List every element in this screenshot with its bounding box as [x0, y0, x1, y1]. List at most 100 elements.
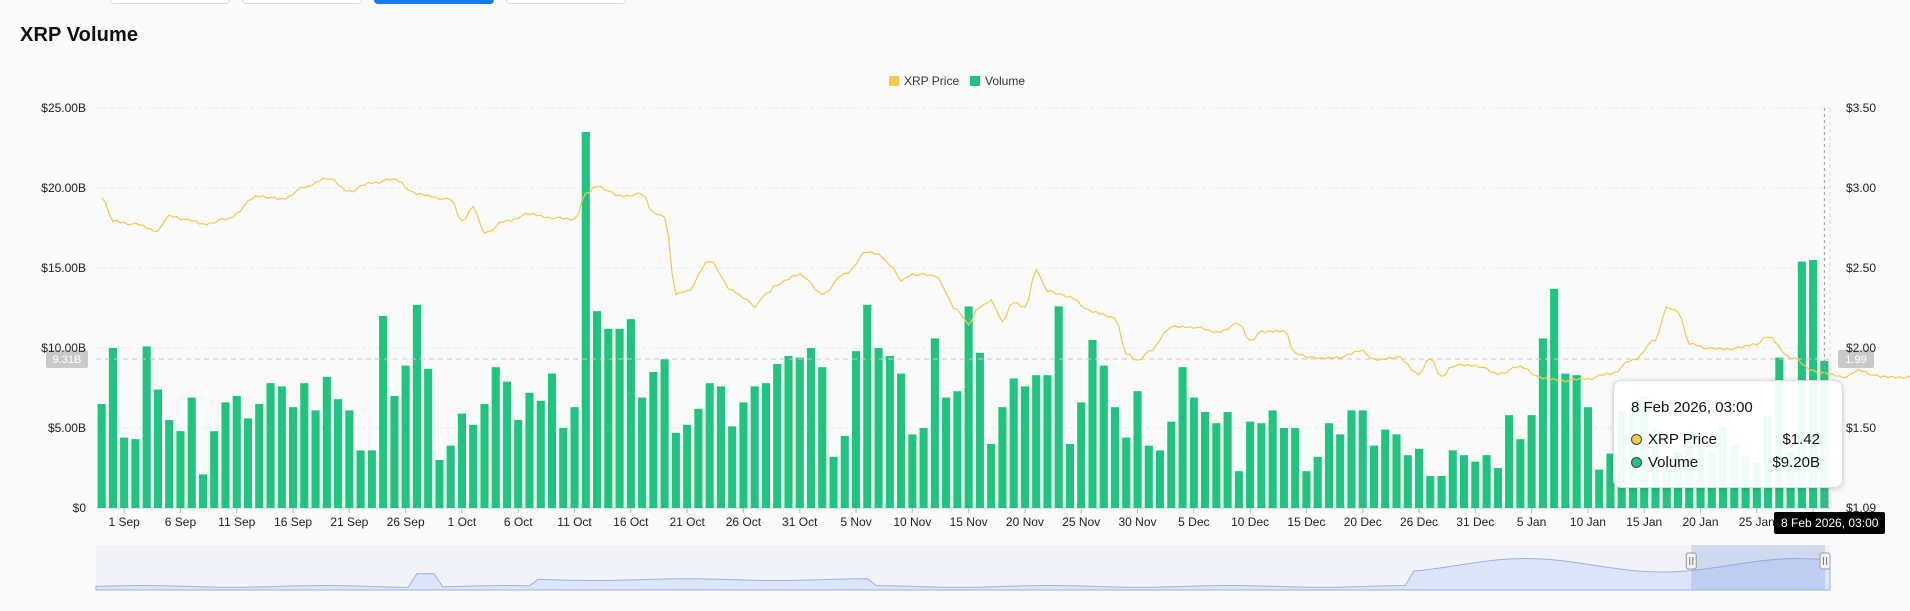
volume-bar: [480, 404, 489, 508]
y-right-tick-label: $1.09: [1846, 501, 1876, 515]
volume-bar: [547, 373, 557, 508]
volume-bar: [1583, 407, 1592, 508]
volume-bar: [739, 402, 748, 508]
volume-bar: [97, 404, 106, 508]
volume-bar: [401, 365, 410, 508]
volume-bar: [120, 437, 129, 508]
volume-bar: [559, 428, 568, 508]
volume-bar: [1516, 439, 1525, 508]
price-line: [101, 177, 1910, 383]
volume-bar: [131, 439, 140, 508]
volume-bar: [874, 348, 883, 508]
volume-bar: [638, 397, 647, 508]
volume-bar: [502, 381, 512, 508]
volume-bar: [1460, 455, 1469, 508]
volume-bar: [840, 436, 849, 508]
volume-bar: [581, 132, 590, 508]
legend-swatch-price: [889, 76, 899, 86]
volume-bar: [1358, 410, 1367, 508]
volume-bar: [1088, 340, 1097, 508]
volume-bar: [671, 432, 680, 508]
volume-bar: [1122, 437, 1131, 508]
volume-bar: [1054, 306, 1063, 508]
y-left-tick-label: $0: [73, 501, 87, 515]
crosshair-x-label: 8 Feb 2026, 03:00: [1774, 512, 1886, 534]
volume-bar: [1144, 445, 1153, 508]
y-right-tick-label: $1.50: [1846, 421, 1876, 435]
volume-bar: [1482, 455, 1491, 508]
navigator-handle-right[interactable]: [1819, 552, 1831, 570]
x-tick-label: 1 Oct: [448, 515, 477, 529]
volume-bar: [705, 383, 714, 508]
navigator-handle-left[interactable]: [1685, 552, 1697, 570]
volume-bar: [1201, 412, 1210, 508]
volume-bar: [322, 376, 331, 508]
volume-bar: [198, 474, 208, 508]
volume-bar: [1133, 391, 1142, 508]
y-right-tick-label: $2.50: [1846, 261, 1876, 275]
chart-tabs: [110, 0, 626, 4]
y-left-tick-label: $20.00B: [41, 181, 86, 195]
x-tick-label: 11 Oct: [557, 515, 592, 529]
volume-bar: [1369, 445, 1379, 508]
volume-bar: [975, 352, 984, 508]
volume-bar: [108, 348, 117, 508]
volume-bar: [1347, 410, 1356, 508]
ref-label-right: 1.99: [1845, 354, 1866, 366]
volume-bar: [1032, 375, 1041, 508]
volume-bar: [1324, 423, 1333, 508]
volume-bar: [288, 407, 298, 508]
volume-bar: [1313, 456, 1322, 508]
y-left-tick-label: $5.00B: [48, 421, 86, 435]
volume-bar: [930, 338, 939, 508]
volume-bar: [761, 383, 771, 508]
volume-bar: [1414, 448, 1424, 508]
volume-bar: [1077, 402, 1086, 508]
volume-bar: [187, 397, 196, 508]
volume-bar: [829, 456, 838, 508]
x-tick-label: 21 Oct: [669, 515, 705, 529]
volume-bar: [536, 400, 545, 508]
volume-bar: [919, 428, 928, 508]
volume-bar: [818, 367, 827, 508]
volume-bar: [1471, 461, 1480, 508]
navigator-series: [95, 557, 1831, 591]
volume-bar: [683, 424, 692, 508]
x-tick-label: 5 Nov: [840, 515, 871, 529]
volume-bar: [491, 367, 500, 508]
volume-bar: [1167, 421, 1176, 508]
volume-bar: [1020, 386, 1029, 508]
volume-bar: [435, 460, 444, 508]
volume-bar: [345, 410, 354, 508]
volume-bar: [1099, 365, 1108, 508]
volume-bar: [176, 431, 185, 508]
volume-bar: [604, 328, 613, 508]
x-tick-label: 15 Dec: [1287, 515, 1325, 529]
volume-bar: [1291, 428, 1300, 508]
volume-bar: [1223, 412, 1232, 508]
x-tick-label: 5 Dec: [1178, 515, 1209, 529]
y-axis-left: $0 $5.00B $10.00B $15.00B $20.00B $25.00B: [41, 101, 86, 515]
volume-bar: [615, 328, 624, 508]
volume-bar: [277, 386, 286, 508]
x-tick-label: 10 Jan: [1570, 515, 1606, 529]
y-right-tick-label: $3.00: [1846, 181, 1876, 195]
tooltip-volume-label: Volume: [1648, 454, 1699, 471]
tooltip-volume-value: $9.20B: [1772, 454, 1820, 471]
y-right-tick-label: $3.50: [1846, 101, 1876, 115]
volume-bar: [773, 364, 782, 508]
ref-label-left: 9.31B: [53, 354, 82, 366]
x-tick-label: 10 Dec: [1231, 515, 1269, 529]
volume-bar: [300, 383, 309, 508]
volume-bar: [525, 392, 534, 508]
volume-bar: [334, 399, 343, 508]
volume-bar: [593, 311, 602, 508]
volume-bar: [1246, 421, 1255, 508]
ref-badge-right: [1838, 350, 1874, 369]
x-tick-label: 31 Dec: [1456, 515, 1494, 529]
x-tick-label: 10 Nov: [893, 515, 931, 529]
x-tick-label: 1 Sep: [108, 515, 140, 529]
volume-bar: [1336, 434, 1345, 508]
x-tick-label: 30 Nov: [1119, 515, 1157, 529]
